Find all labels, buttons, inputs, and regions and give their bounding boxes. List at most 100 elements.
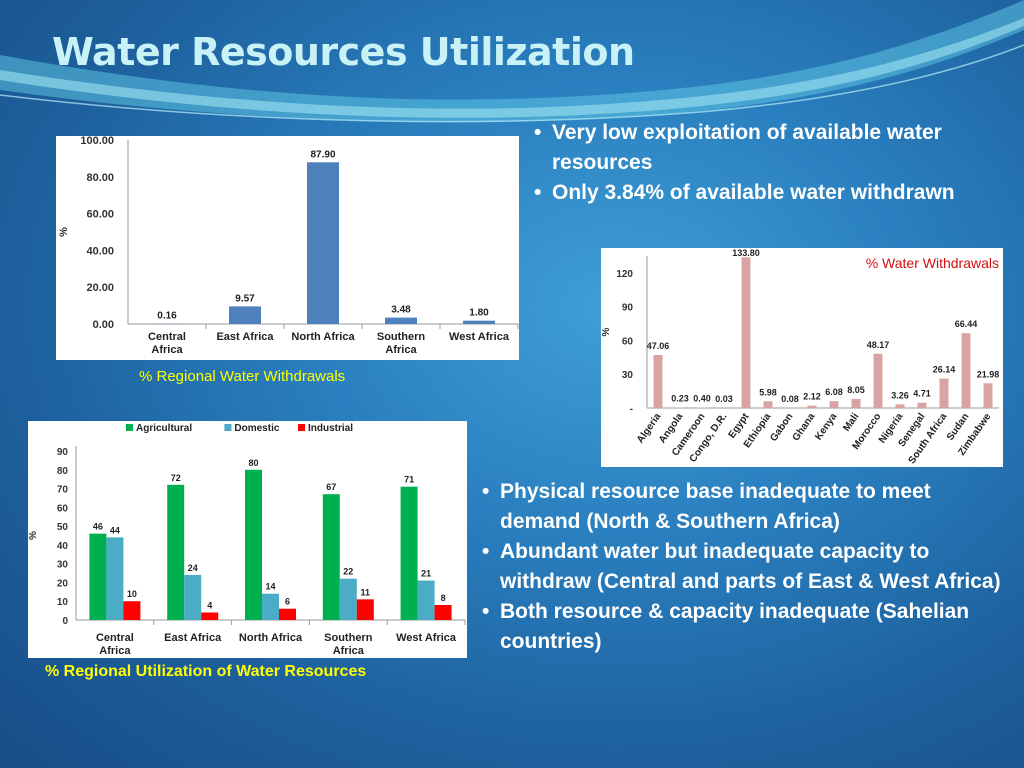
x-tick-label: Mali <box>841 411 861 433</box>
bullet-item: Abundant water but inadequate capacity t… <box>478 537 1008 597</box>
data-label: 67 <box>326 482 336 492</box>
bar <box>89 533 107 620</box>
data-label: 71 <box>404 475 414 485</box>
y-tick-label: 100.00 <box>80 136 114 147</box>
bar <box>356 599 374 620</box>
regional-withdrawals-chart: 0.00 20.00 40.00 60.00 80.00 100.00% 0.16 Centr… <box>56 136 519 360</box>
bar <box>385 317 417 324</box>
data-label: 48.17 <box>867 340 890 350</box>
data-label: 0.08 <box>781 394 799 404</box>
bar <box>807 405 817 408</box>
bar <box>279 608 296 620</box>
country-withdrawals-chart: -30 60 90 120%% Water Withdrawals 47.06 Alger… <box>601 248 1003 467</box>
legend-swatch <box>298 424 305 431</box>
data-label: 2.12 <box>803 392 821 402</box>
data-label: 1.80 <box>469 308 489 319</box>
bar <box>245 469 262 620</box>
chart-title: % Water Withdrawals <box>866 255 999 271</box>
bar <box>307 162 339 324</box>
bar <box>417 580 435 620</box>
bar <box>917 402 927 408</box>
data-label: 0.40 <box>693 394 711 404</box>
x-tick-label: Africa <box>151 344 183 356</box>
regional-utilization-caption: % Regional Utilization of Water Resource… <box>45 663 367 680</box>
data-label: 8 <box>441 593 446 603</box>
legend-label: Agricultural <box>136 423 192 434</box>
bullet-item: Very low exploitation of available water… <box>530 118 970 178</box>
x-tick-label: Central <box>148 331 186 343</box>
data-label: 44 <box>110 525 120 535</box>
y-tick-label: 80 <box>57 466 69 477</box>
x-tick-label: East Africa <box>164 632 222 644</box>
x-tick-label: Africa <box>385 344 417 356</box>
y-tick-label: 50 <box>57 522 69 533</box>
y-tick-label: 0.00 <box>93 319 114 331</box>
x-tick-label: East Africa <box>216 331 274 343</box>
data-label: 22 <box>343 567 353 577</box>
bar <box>434 604 452 620</box>
bar <box>463 320 495 324</box>
y-tick-label: 40 <box>57 541 69 552</box>
bar <box>400 486 418 620</box>
data-label: 8.05 <box>847 385 865 395</box>
y-tick-label: 70 <box>57 485 69 496</box>
y-tick-label: 60.00 <box>86 209 114 221</box>
y-tick-label: 40.00 <box>86 245 114 257</box>
regional-utilization-chart: Agricultural Domestic Industrial 0 10 20 30 40 5… <box>28 421 467 658</box>
regional-withdrawals-svg: 0.00 20.00 40.00 60.00 80.00 100.00% 0.16 Centr… <box>58 136 519 356</box>
bullet-item: Physical resource base inadequate to mee… <box>478 477 1008 537</box>
x-tick-label: Ghana <box>791 411 818 443</box>
data-label: 87.90 <box>310 149 335 160</box>
header-wave-decoration <box>0 0 1024 123</box>
data-label: 66.44 <box>955 319 978 329</box>
data-label: 5.98 <box>759 387 777 397</box>
bar <box>653 355 663 408</box>
x-tick-label: Southern <box>377 331 426 343</box>
y-tick-label: 10 <box>57 597 69 608</box>
data-label: 6.08 <box>825 387 843 397</box>
y-tick-label: 90 <box>622 303 634 314</box>
x-tick-label: Africa <box>99 645 131 657</box>
y-tick-label: 0 <box>62 616 68 627</box>
data-label: 46 <box>93 522 103 532</box>
legend-label: Domestic <box>234 423 279 434</box>
bar <box>167 484 185 620</box>
bar <box>851 398 861 408</box>
x-tick-label: North Africa <box>291 331 355 343</box>
top-bullet-list: Very low exploitation of available water… <box>530 118 970 208</box>
bullet-item: Only 3.84% of available water withdrawn <box>530 178 970 208</box>
y-tick-label: 90 <box>57 447 69 458</box>
data-label: 4 <box>207 600 212 610</box>
x-tick-label: West Africa <box>449 331 510 343</box>
data-label: 21 <box>421 569 431 579</box>
y-axis-label: % <box>28 531 39 540</box>
y-tick-label: 80.00 <box>86 172 114 184</box>
data-label: 0.16 <box>157 311 177 322</box>
y-axis-label: % <box>58 227 70 237</box>
bar <box>339 578 357 620</box>
x-tick-label: Central <box>96 632 134 644</box>
bar <box>106 537 124 620</box>
data-label: 24 <box>188 563 198 573</box>
data-label: 6 <box>285 597 290 607</box>
data-label: 10 <box>127 589 137 599</box>
bar <box>873 353 883 408</box>
regional-utilization-svg: Agricultural Domestic Industrial 0 10 20 30 40 5… <box>28 423 466 657</box>
data-label: 0.23 <box>671 394 689 404</box>
bar <box>184 574 202 620</box>
bar <box>829 401 839 408</box>
y-tick-label: 120 <box>616 269 633 280</box>
data-label: 3.48 <box>391 305 411 316</box>
y-tick-label: 60 <box>622 336 634 347</box>
legend-swatch <box>126 424 133 431</box>
y-tick-label: 60 <box>57 503 69 514</box>
regional-withdrawals-caption: % Regional Water Withdrawals <box>139 368 346 385</box>
data-label: 47.06 <box>647 341 670 351</box>
bar <box>895 404 905 408</box>
data-label: 11 <box>361 587 371 597</box>
y-tick-label: - <box>630 404 633 415</box>
y-tick-label: 20 <box>57 578 69 589</box>
bar <box>262 593 279 620</box>
data-label: 4.71 <box>913 389 931 399</box>
data-label: 26.14 <box>933 365 956 375</box>
